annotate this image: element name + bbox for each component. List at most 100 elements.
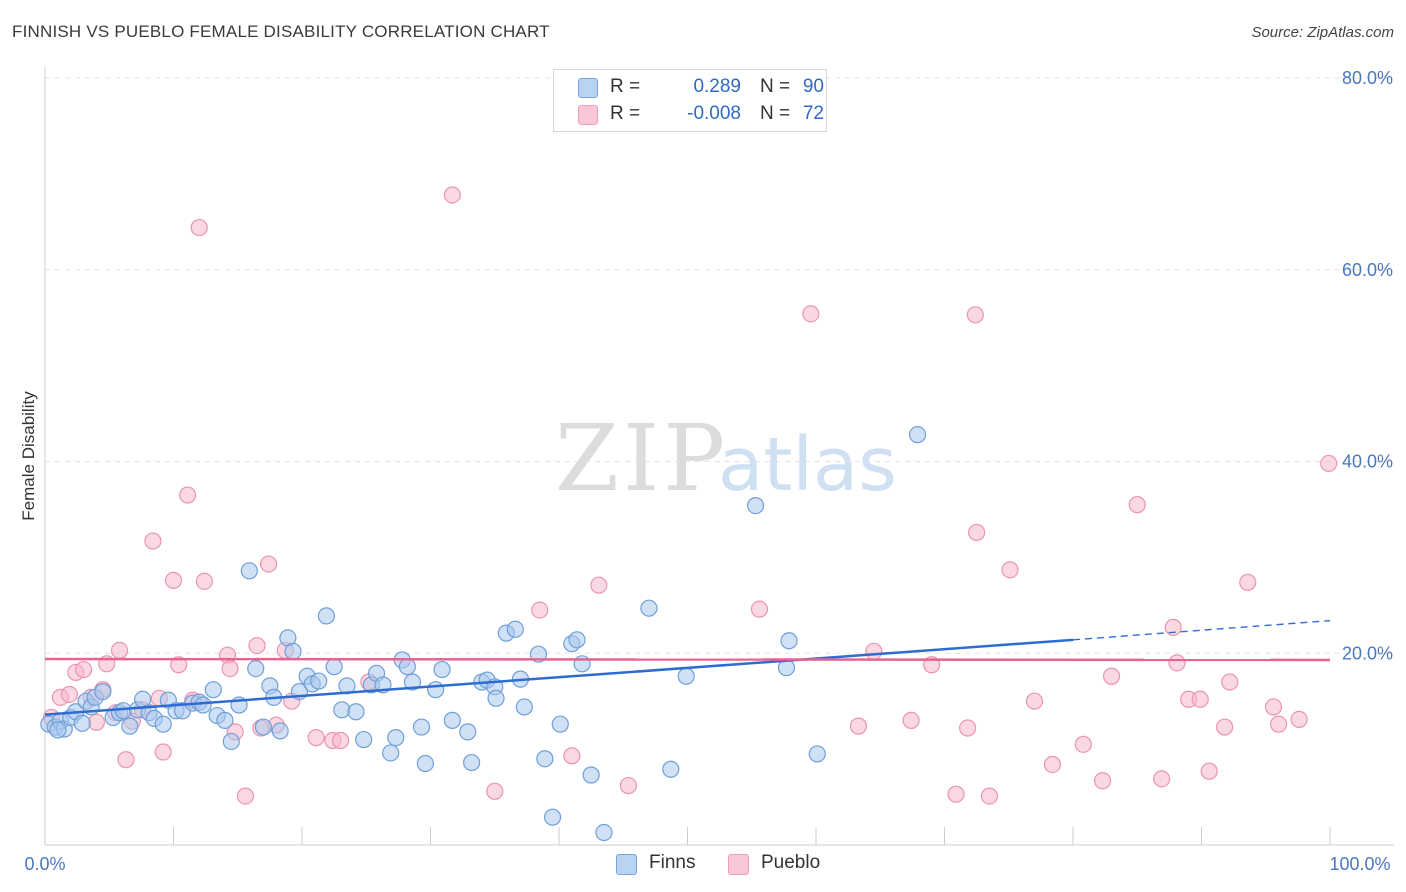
pueblo-point — [802, 305, 820, 323]
finns-swatch — [578, 78, 598, 98]
finns-trend-extension — [1072, 619, 1331, 641]
pueblo-swatch — [578, 105, 598, 125]
pueblo-point — [144, 532, 162, 550]
trend-lines — [44, 619, 1331, 716]
pueblo-point — [1164, 618, 1182, 636]
finns-point — [325, 658, 343, 676]
finns-point — [459, 723, 477, 741]
finns-point — [240, 562, 258, 580]
pueblo-point — [443, 186, 461, 204]
watermark-atlas: atlas — [718, 422, 897, 508]
finns-trend-line — [44, 638, 1074, 716]
finns-point — [317, 607, 336, 625]
pueblo-point — [968, 523, 986, 542]
finns-points — [40, 426, 927, 842]
finns-point — [595, 823, 613, 842]
pueblo-point — [60, 685, 79, 704]
pueblo-point — [1191, 690, 1209, 708]
pueblo-point — [590, 576, 608, 594]
finns-point — [543, 808, 562, 826]
finns-point — [568, 631, 586, 649]
pueblo-point — [959, 719, 977, 737]
finns-point — [463, 753, 481, 772]
pueblo-point — [750, 600, 769, 618]
pueblo-point — [1290, 710, 1308, 729]
finns-swatch — [616, 854, 637, 875]
source-label: Source: ZipAtlas.com — [1251, 24, 1394, 41]
finns-point — [49, 721, 67, 739]
finns-point — [310, 672, 328, 690]
chart-title: FINNISH VS PUEBLO FEMALE DISABILITY CORR… — [12, 22, 550, 41]
finns-point — [747, 497, 765, 515]
finns-point — [154, 715, 172, 733]
finns-point — [333, 701, 351, 719]
finns-point — [412, 718, 431, 736]
finns-point — [271, 722, 289, 740]
finns-point — [216, 711, 234, 729]
grid-lines — [45, 77, 1394, 654]
pueblo-point — [195, 572, 213, 590]
pueblo-point — [1221, 673, 1239, 691]
finns-point — [222, 732, 240, 751]
pueblo-point — [966, 306, 984, 324]
pueblo-point — [331, 731, 350, 750]
pueblo-point — [902, 711, 920, 729]
pueblo-point — [117, 751, 135, 769]
pueblo-point — [1264, 698, 1283, 716]
pueblo-point — [221, 659, 239, 678]
legend-r-value: 0.289 — [693, 76, 741, 97]
pueblo-point — [1102, 667, 1121, 685]
finns-point — [808, 745, 826, 763]
finns-point — [515, 698, 533, 716]
y-tick-label: 40.0% — [1342, 452, 1393, 472]
pueblo-point — [1128, 496, 1146, 514]
y-axis-tick-labels: 20.0% 40.0% 60.0% 80.0% — [1342, 68, 1393, 663]
pueblo-point — [307, 729, 325, 747]
finns-point — [355, 730, 373, 749]
legend-r-label: R = — [610, 103, 641, 124]
legend-n-label: N = — [760, 103, 791, 124]
finns-point — [204, 681, 222, 699]
finns-point — [284, 642, 302, 660]
finns-point — [908, 426, 927, 444]
finns-point — [73, 714, 91, 732]
finns-point — [427, 681, 445, 699]
pueblo-point — [947, 785, 965, 803]
finns-point — [582, 766, 600, 784]
y-tick-label: 20.0% — [1342, 643, 1393, 663]
finns-point — [382, 744, 400, 762]
finns-point — [506, 620, 524, 638]
legend-r-value: -0.008 — [687, 103, 741, 124]
finns-point — [347, 703, 365, 721]
pueblo-point — [154, 743, 172, 761]
finns-point — [254, 718, 273, 736]
finns-point — [640, 599, 658, 617]
x-tick-label: 100.0% — [1329, 854, 1390, 874]
finns-point — [247, 659, 265, 678]
pueblo-point — [1269, 715, 1288, 733]
finns-point — [662, 760, 680, 778]
watermark-zip: ZIP — [555, 405, 729, 512]
pueblo-point — [236, 787, 255, 805]
pueblo-swatch — [728, 854, 749, 875]
legend-n-value: 90 — [802, 76, 824, 97]
pueblo-point — [1239, 573, 1257, 591]
pueblo-point — [1074, 735, 1092, 753]
finns-point — [551, 715, 569, 733]
pueblo-point — [980, 787, 999, 805]
pueblo-point — [170, 656, 188, 674]
pueblo-point — [1025, 692, 1044, 710]
pueblo-point — [248, 636, 266, 655]
pueblo-point — [486, 782, 504, 800]
legend-r-label: R = — [610, 76, 641, 97]
finns-point — [416, 754, 434, 773]
finns-point — [121, 717, 139, 735]
pueblo-point — [849, 717, 868, 735]
x-tick-label: 0.0% — [24, 854, 65, 874]
legend-label-pueblo: Pueblo — [761, 852, 821, 873]
finns-point — [536, 750, 554, 768]
pueblo-points — [42, 186, 1338, 805]
x-axis-tick-labels: 0.0% 100.0% — [24, 854, 1390, 874]
finns-point — [443, 711, 461, 729]
pueblo-point — [1001, 561, 1019, 579]
